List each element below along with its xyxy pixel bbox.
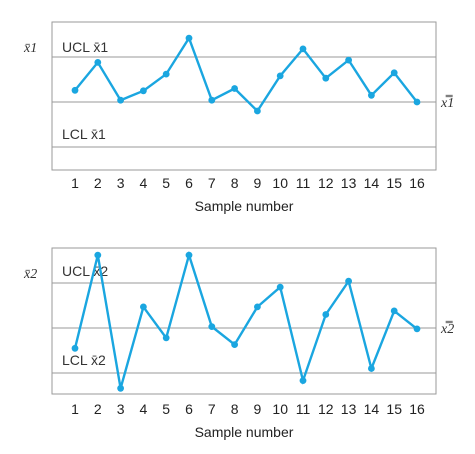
data-point (185, 251, 193, 259)
data-point (208, 96, 216, 104)
x-tick-label: 2 (94, 175, 102, 191)
data-point (231, 341, 239, 348)
x-tick-label: 12 (318, 175, 334, 191)
data-point (276, 283, 284, 291)
x-tick-label: 2 (94, 401, 102, 417)
data-point (208, 323, 216, 330)
x-tick-label: 13 (341, 401, 357, 417)
ucl-label-2: UCL x̄2 (62, 263, 108, 279)
data-point (345, 56, 352, 64)
data-point (162, 334, 170, 342)
x-tick-label: 16 (409, 401, 425, 417)
x-tick-label: 12 (318, 401, 334, 417)
series-line-2 (73, 250, 418, 389)
data-point (71, 344, 79, 352)
y-axis-label-1: x̄1 (23, 41, 37, 56)
data-point (254, 107, 261, 115)
x-tick-label: 4 (140, 401, 148, 417)
lcl-label-1: LCL x̄1 (62, 126, 106, 142)
series-line-1 (74, 35, 418, 113)
data-point (117, 96, 124, 104)
x-tick-label: 11 (296, 175, 311, 191)
center-label-1: x̿1 (440, 95, 454, 111)
x-tick-label: 1 (71, 401, 79, 417)
series-points-1 (71, 34, 421, 115)
data-point (254, 303, 261, 311)
x-tick-label: 6 (185, 175, 193, 191)
x-tick-label: 10 (272, 401, 288, 417)
data-point (94, 251, 102, 259)
x-tick-label: 11 (296, 401, 311, 417)
x-tick-label: 3 (117, 401, 125, 417)
center-label-2: x̿2 (440, 321, 454, 337)
data-point (390, 69, 398, 77)
x-tick-label: 5 (162, 175, 170, 191)
data-point (368, 365, 375, 372)
data-point (368, 91, 375, 99)
x-tick-labels-1: 1 2 3 4 5 6 7 8 9 10 11 12 13 14 15 16 (71, 175, 425, 191)
x-axis-label-2: Sample number (195, 424, 294, 440)
data-point (71, 86, 79, 94)
data-point (276, 72, 284, 80)
x-tick-label: 1 (71, 175, 79, 191)
data-point (140, 303, 147, 311)
data-point (231, 85, 239, 92)
x-tick-label: 3 (117, 175, 125, 191)
data-point (94, 59, 102, 66)
x-tick-label: 4 (140, 175, 148, 191)
data-point (117, 384, 124, 392)
data-point (413, 325, 421, 333)
x-tick-label: 13 (341, 175, 357, 191)
data-point (322, 74, 330, 82)
x-tick-label: 14 (364, 401, 380, 417)
data-point (185, 34, 193, 42)
y-axis-label-2: x̄2 (23, 267, 37, 282)
x-tick-label: 9 (254, 401, 262, 417)
data-point (390, 307, 398, 315)
series-points-2 (71, 251, 421, 392)
lcl-label-2: LCL x̄2 (62, 352, 106, 368)
x-tick-label: 8 (231, 401, 239, 417)
ucl-label-1: UCL x̄1 (62, 39, 108, 55)
x-axis-label-1: Sample number (195, 198, 294, 214)
x-tick-labels-2: 1 2 3 4 5 6 7 8 9 10 11 12 13 14 15 16 (71, 401, 425, 417)
chart-x-bar-1: x̄1 UCL x̄1 LCL x̄1 x̿1 1 2 3 4 5 6 7 8 9 10 11 12 1… (23, 21, 454, 214)
x-tick-label: 16 (409, 175, 425, 191)
data-point (140, 87, 147, 95)
plot-frame-1 (51, 21, 437, 171)
x-tick-label: 8 (231, 175, 239, 191)
x-tick-label: 15 (386, 175, 402, 191)
x-tick-label: 7 (208, 401, 216, 417)
data-point (413, 98, 421, 106)
data-point (162, 70, 170, 78)
x-tick-label: 15 (386, 401, 402, 417)
data-point (299, 45, 307, 53)
chart-x-bar-2: x̄2 UCL x̄2 LCL x̄2 x̿2 1 2 3 4 5 6 7 8 9 10 11 12 1… (23, 247, 454, 440)
x-tick-label: 6 (185, 401, 193, 417)
data-point (322, 311, 330, 318)
data-point (299, 377, 307, 384)
x-tick-label: 5 (162, 401, 170, 417)
x-tick-label: 9 (254, 175, 262, 191)
x-tick-label: 10 (272, 175, 288, 191)
x-tick-label: 14 (364, 175, 380, 191)
x-tick-label: 7 (208, 175, 216, 191)
data-point (345, 277, 352, 285)
